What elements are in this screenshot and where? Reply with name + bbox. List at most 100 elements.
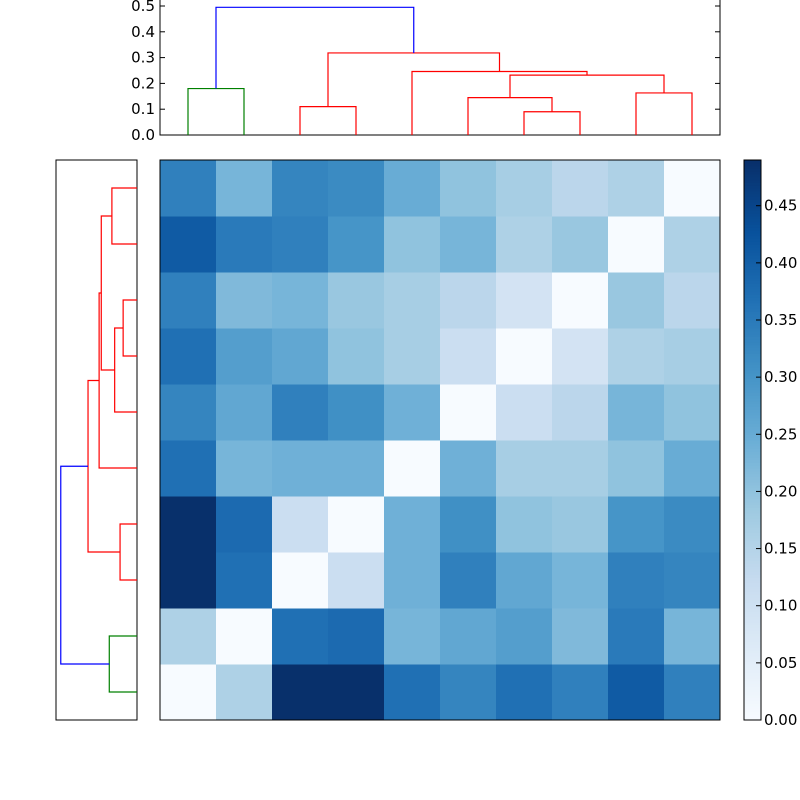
colorbar-segment [744,529,761,533]
heatmap-cell-r6-c1 [216,328,273,385]
heatmap-cell-r2-c9 [664,552,721,609]
left-dendrogram-link-2 [122,299,137,357]
top-ytick-label: 0.3 [131,49,155,67]
heatmap-cell-r2-c4 [384,552,441,609]
heatmap-cell-r2-c6 [496,552,553,609]
heatmap-cell-r9-c0 [160,160,217,217]
colorbar-segment [744,241,761,245]
colorbar-segment [744,168,761,172]
colorbar-segment [744,496,761,500]
heatmap-cell-r7-c1 [216,272,273,329]
heatmap-cell-r9-c5 [440,160,497,217]
left-dendrogram-link-0 [108,635,137,693]
heatmap-cell-r3-c2 [272,496,329,553]
colorbar-segment [744,286,761,290]
heatmap-cell-r8-c1 [216,216,273,273]
colorbar-segment [744,540,761,545]
colorbar-segment [744,409,761,413]
heatmap-cell-r2-c7 [552,552,609,609]
colorbar-segment [744,717,761,721]
colorbar-segment [744,176,761,181]
colorbar-segment [744,596,761,601]
colorbar-segment [744,347,761,351]
heatmap-cell-r7-c4 [384,272,441,329]
colorbar-segment [744,644,761,648]
colorbar-segment [744,518,761,522]
colorbar-segment [744,400,761,405]
colorbar-segment [744,434,761,438]
colorbar-segment [744,692,761,696]
colorbar-tick-label: 0.20 [764,482,797,500]
heatmap-cell-r9-c9 [664,160,721,217]
heatmap-cell-r7-c0 [160,272,217,329]
heatmap-cell-r4-c4 [384,440,441,497]
colorbar-segment [744,260,761,265]
colorbar-segment [744,308,761,312]
colorbar-segment [744,619,761,623]
top-ytick-label: 0.0 [131,126,155,144]
top-dendrogram-link-1 [299,106,357,135]
colorbar-segment [744,465,761,469]
colorbar-segment [744,580,761,584]
colorbar-segment [744,708,761,713]
colorbar-segment [744,683,761,687]
colorbar-segment [744,213,761,217]
heatmap-cell-r3-c1 [216,496,273,553]
colorbar-segment [744,218,761,223]
colorbar-segment [744,235,761,239]
heatmap-cell-r9-c2 [272,160,329,217]
heatmap-cell-r7-c2 [272,272,329,329]
colorbar-segment [744,714,761,718]
colorbar-segment [744,588,761,592]
colorbar-segment [744,314,761,318]
heatmap-cell-r6-c7 [552,328,609,385]
heatmap-cell-r8-c8 [608,216,665,273]
heatmap-cell-r3-c9 [664,496,721,553]
left-dendrogram [55,159,138,721]
colorbar-segment [744,664,761,668]
heatmap-cell-r2-c1 [216,552,273,609]
colorbar-segment [744,532,761,536]
colorbar-segment [744,291,761,295]
top-ytick-label: 0.5 [131,0,155,15]
colorbar-segment [744,336,761,340]
colorbar-segment [744,624,761,629]
heatmap-cell-r1-c4 [384,608,441,665]
colorbar-segment [744,202,761,206]
colorbar-segment [744,700,761,704]
heatmap-cell-r8-c4 [384,216,441,273]
heatmap-cell-r6-c4 [384,328,441,385]
heatmap-cell-r8-c6 [496,216,553,273]
left-dendrogram-link-8 [60,465,110,665]
colorbar-segment [744,319,761,323]
colorbar-segment [744,669,761,673]
colorbar-segment [744,468,761,472]
colorbar-segment [744,482,761,486]
colorbar-segment [744,325,761,329]
colorbar-segment [744,356,761,360]
colorbar-segment [744,538,761,542]
heatmap-cell-r0-c5 [440,664,497,721]
heatmap-cell-r6-c5 [440,328,497,385]
heatmap-cell-r9-c1 [216,160,273,217]
colorbar-segment [744,703,761,707]
heatmap-cell-r9-c3 [328,160,385,217]
left-dendrogram-link-3 [114,327,137,413]
colorbar-segment [744,501,761,505]
heatmap-cell-r5-c1 [216,384,273,441]
colorbar-segment [744,162,761,167]
heatmap-cell-r0-c7 [552,664,609,721]
heatmap-cell-r8-c0 [160,216,217,273]
colorbar-segment [744,689,761,693]
colorbar-segment [744,610,761,615]
colorbar-segment [744,563,761,567]
colorbar-segment [744,316,761,321]
colorbar-segment [744,300,761,304]
heatmap-cell-r6-c9 [664,328,721,385]
colorbar-segment [744,378,761,382]
colorbar-tick-label: 0.10 [764,597,797,615]
heatmap-cell-r0-c3 [328,664,385,721]
colorbar-segment [744,568,761,573]
heatmap-cell-r0-c9 [664,664,721,721]
